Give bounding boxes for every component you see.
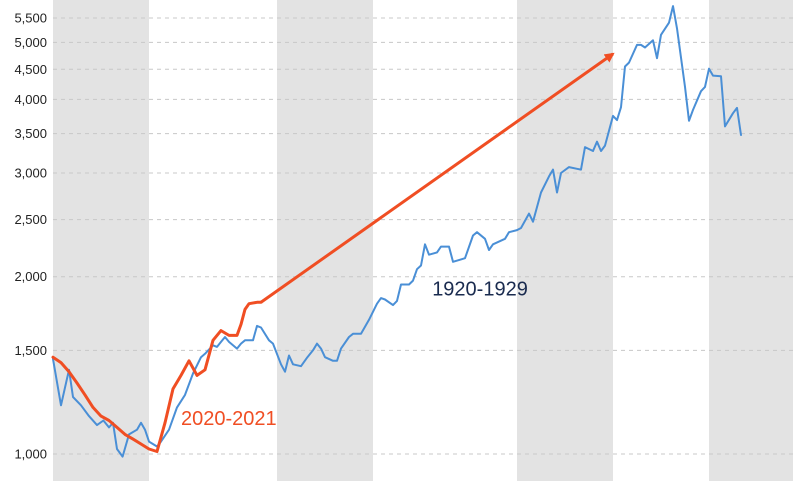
shaded-band-1 <box>277 0 373 481</box>
shaded-band-3 <box>709 0 793 481</box>
shaded-band-2 <box>517 0 613 481</box>
y-tick-label: 3,000 <box>14 166 47 181</box>
y-tick-label: 5,500 <box>14 10 47 25</box>
y-tick-label: 1,000 <box>14 447 47 462</box>
shaded-bands <box>53 0 793 481</box>
shaded-band-0 <box>53 0 149 481</box>
y-tick-label: 4,500 <box>14 62 47 77</box>
y-tick-label: 4,000 <box>14 92 47 107</box>
y-tick-label: 2,000 <box>14 269 47 284</box>
series-line-2020-2021 <box>51 300 263 453</box>
trend-arrow <box>260 52 615 304</box>
series-line-1920-1929 <box>52 5 742 458</box>
trend-arrow-group <box>260 52 615 304</box>
y-axis: 1,000 1,500 2,000 2,500 3,000 3,500 4,000 4,500… <box>14 10 47 461</box>
y-tick-label: 1,500 <box>14 343 47 358</box>
annotation-2020-2021: 2020-2021 <box>181 408 277 430</box>
gridlines <box>53 17 793 455</box>
y-tick-label: 2,500 <box>14 212 47 227</box>
series-lines <box>51 5 742 458</box>
annotation-1920-1929: 1920-1929 <box>432 278 528 300</box>
y-tick-label: 3,500 <box>14 126 47 141</box>
y-tick-label: 5,000 <box>14 35 47 50</box>
annotations: 1920-1929 2020-2021 <box>181 278 528 430</box>
